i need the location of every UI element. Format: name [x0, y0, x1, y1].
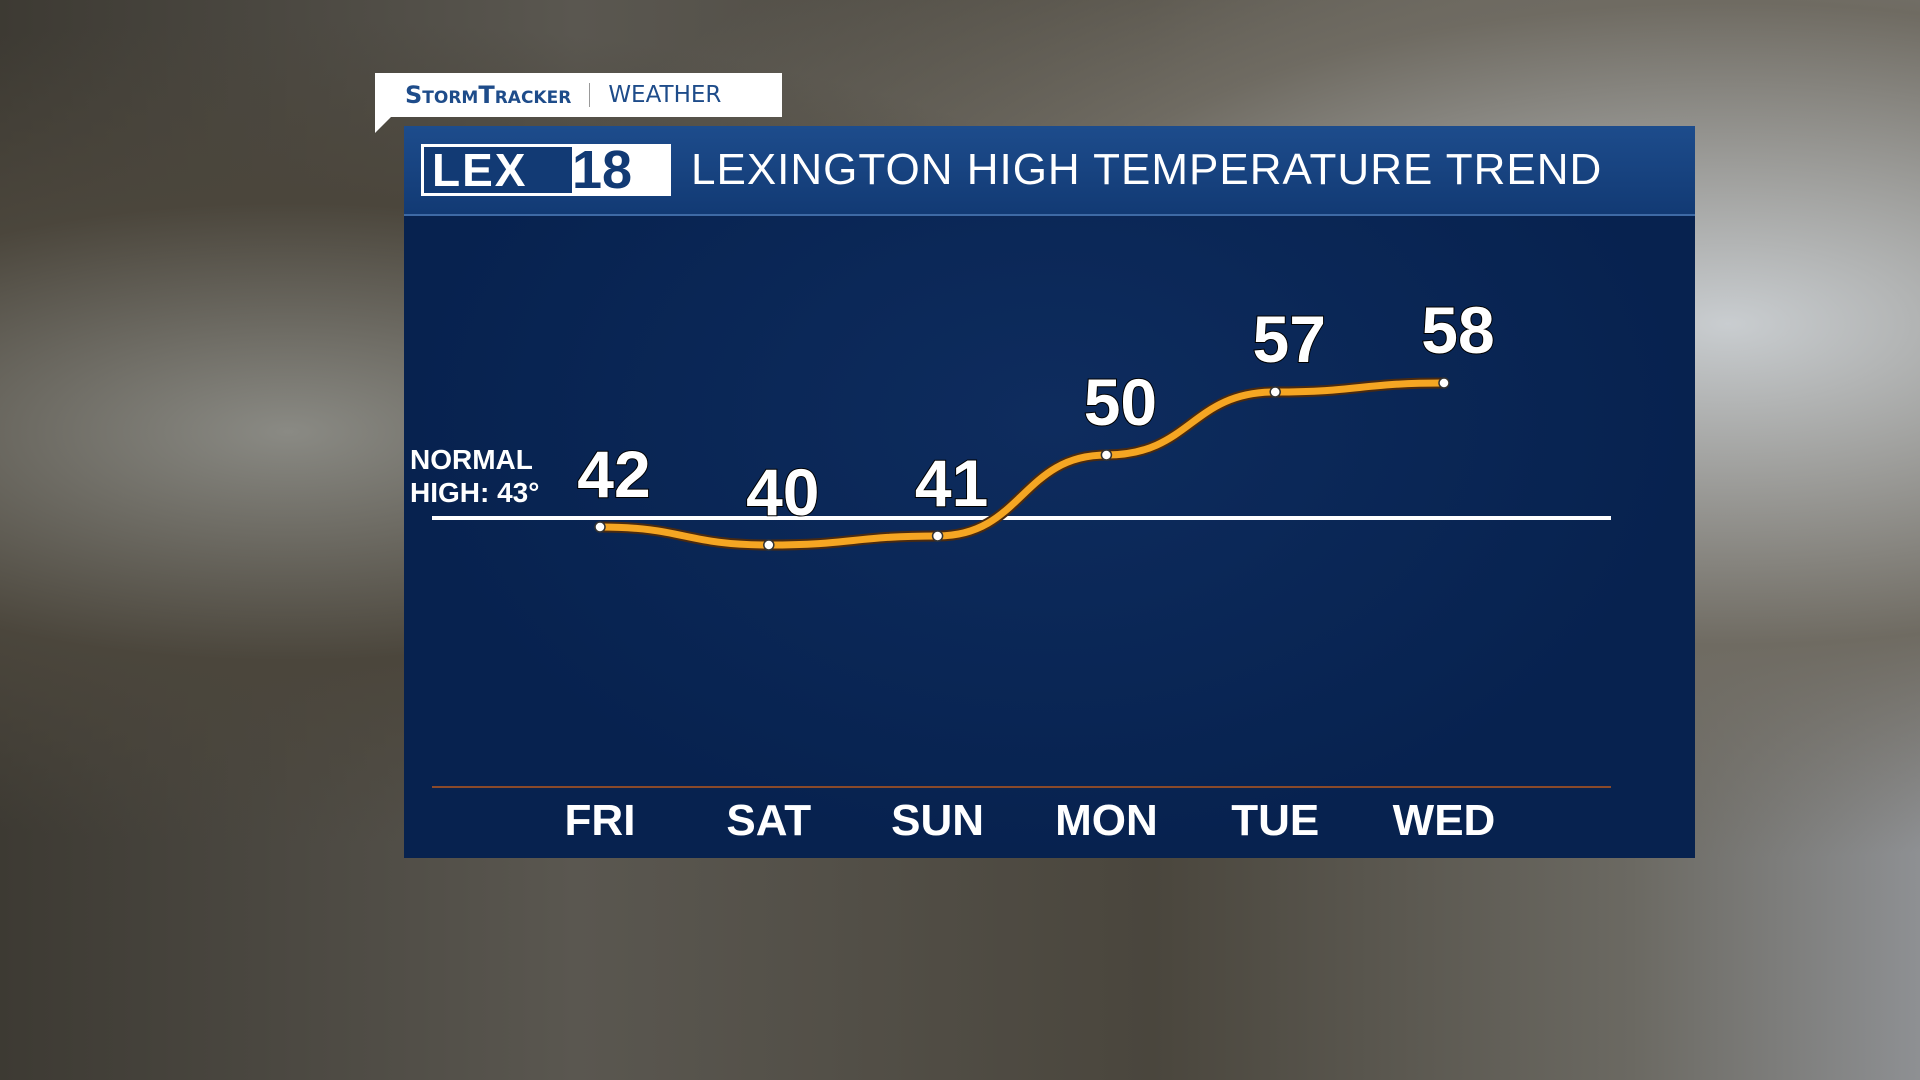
x-tick-label: MON: [1055, 796, 1158, 845]
data-label: 41: [915, 446, 988, 520]
data-label: 40: [746, 455, 819, 529]
chart-title: LEXINGTON HIGH TEMPERATURE TREND: [691, 145, 1603, 194]
data-point: [594, 521, 606, 533]
data-label: 42: [577, 437, 650, 511]
lex18-logo: LEX 18: [421, 143, 671, 197]
normal-label-1: NORMAL: [410, 444, 533, 475]
data-point: [931, 530, 944, 542]
weather-label: WEATHER: [608, 82, 722, 108]
series-line: [596, 379, 1448, 549]
divider: [589, 83, 591, 107]
data-label: 50: [1084, 365, 1157, 439]
stormtracker-brand: StormTracker: [405, 81, 572, 109]
chart-panel: LEX 18 LEXINGTON HIGH TEMPERATURE TREND: [404, 126, 1695, 858]
normal-high-label: NORMAL HIGH: 43°: [410, 443, 539, 509]
data-point: [1438, 377, 1450, 389]
series-line-shadow: [594, 377, 1450, 551]
data-label: 57: [1252, 302, 1325, 376]
chart-header: LEX 18 LEXINGTON HIGH TEMPERATURE TREND: [404, 126, 1695, 216]
x-tick-label: WED: [1393, 796, 1496, 845]
x-tick-label: SAT: [726, 796, 811, 845]
data-label: 58: [1421, 293, 1494, 367]
data-point: [1269, 386, 1281, 398]
stormtracker-tab: StormTracker WEATHER: [375, 73, 782, 133]
normal-label-2: HIGH: 43°: [410, 477, 540, 508]
x-tick-label: FRI: [565, 796, 636, 845]
x-tick-label: TUE: [1231, 796, 1319, 845]
data-point: [1100, 449, 1113, 461]
data-point: [763, 539, 775, 551]
x-tick-label: SUN: [891, 796, 984, 845]
